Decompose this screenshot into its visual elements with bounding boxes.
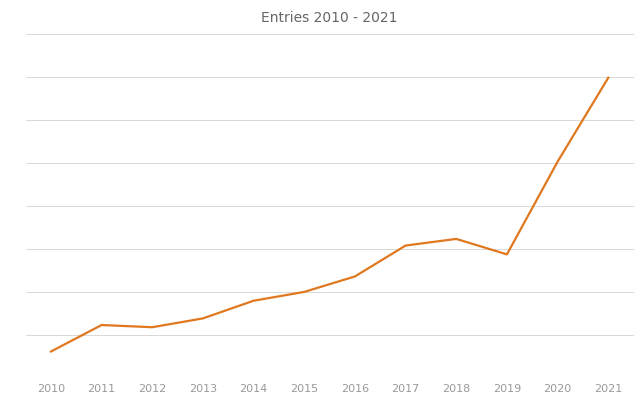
Title: Entries 2010 - 2021: Entries 2010 - 2021 — [261, 11, 398, 26]
